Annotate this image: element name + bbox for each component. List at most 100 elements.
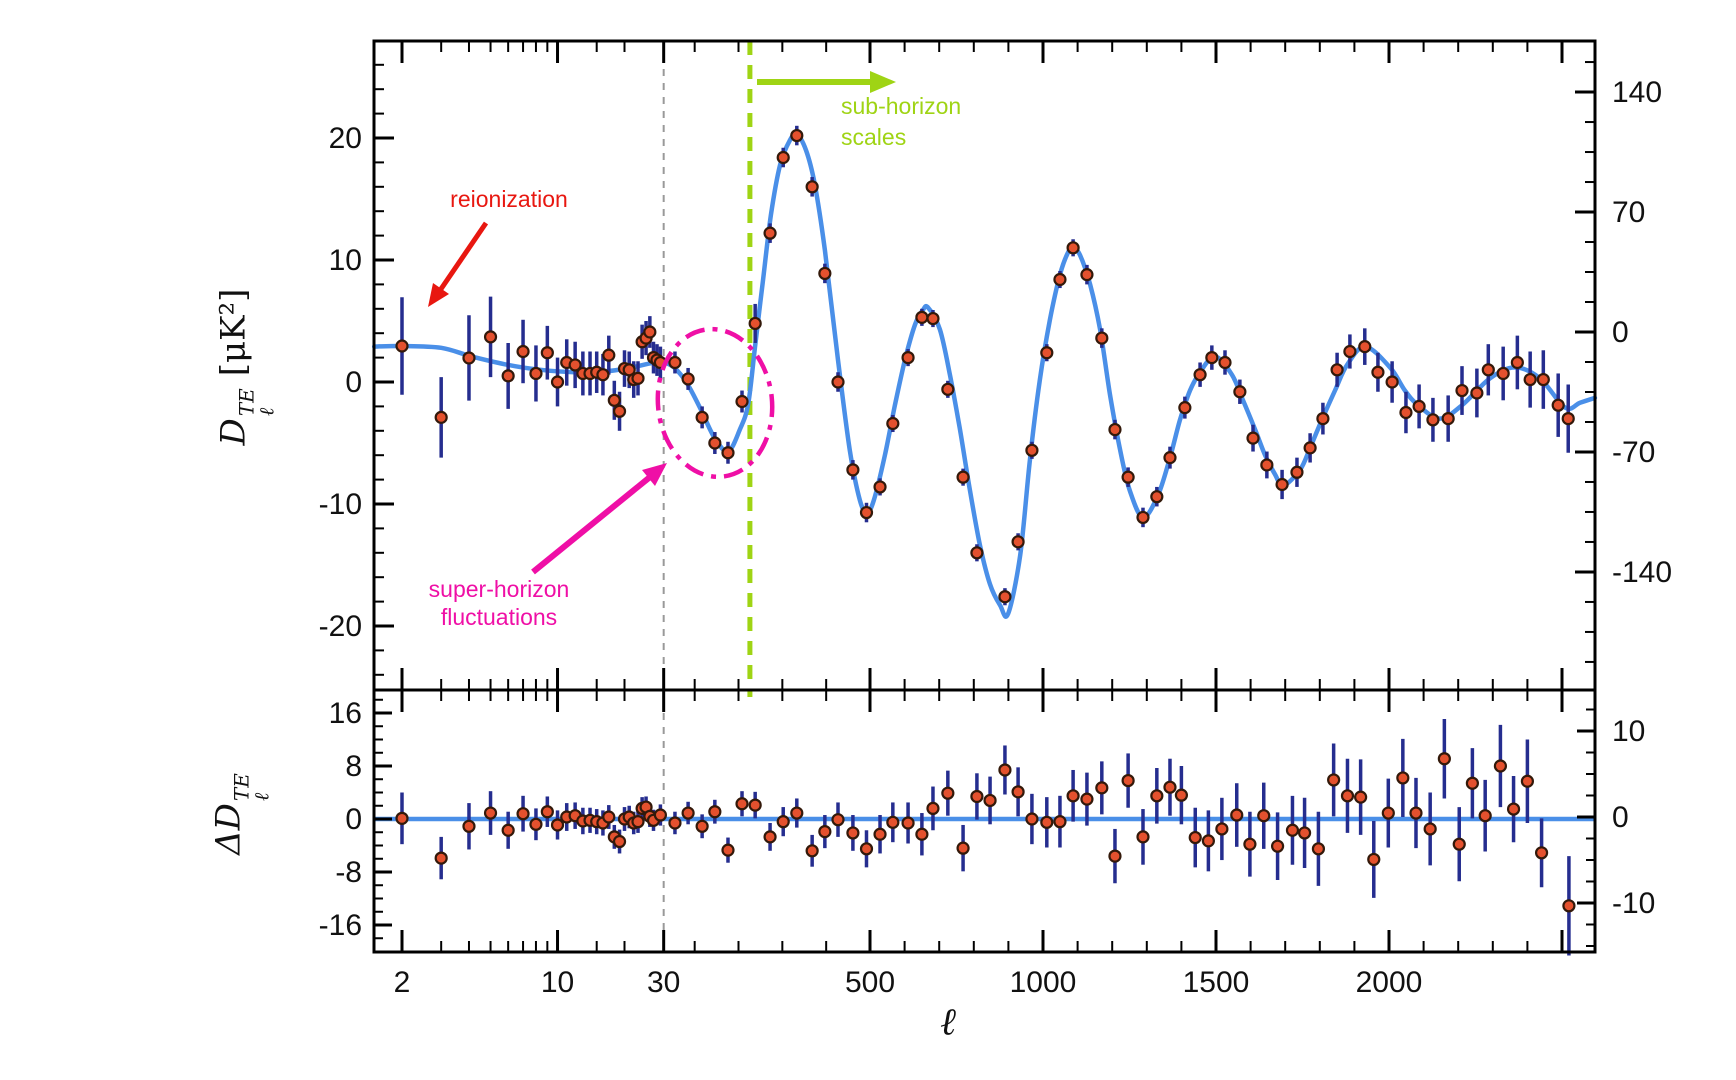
data-point — [1399, 405, 1413, 420]
data-point — [1121, 470, 1135, 484]
residual-right-axis-tick-label: 0 — [1612, 801, 1629, 834]
data-point — [1297, 826, 1312, 840]
residual-y-axis-label-base: ΔD — [208, 803, 249, 855]
data-point — [970, 546, 984, 560]
data-point — [1409, 806, 1423, 820]
data-point — [956, 841, 970, 855]
x-axis-tick-label: 500 — [845, 966, 895, 999]
data-point — [1412, 399, 1426, 413]
data-point — [1354, 790, 1368, 804]
data-point — [1441, 412, 1455, 426]
data-point — [529, 817, 543, 831]
data-point — [1178, 401, 1192, 415]
data-point — [1080, 792, 1094, 806]
data-point — [1385, 375, 1399, 389]
main-left-axis-tick-label: -20 — [319, 610, 362, 643]
data-point — [596, 368, 610, 382]
x-axis-tick-label: 10 — [541, 966, 574, 999]
data-point — [970, 789, 984, 804]
data-point — [631, 815, 645, 829]
data-point — [708, 805, 722, 819]
data-point — [735, 394, 749, 409]
data-point — [1108, 422, 1122, 437]
data-point — [1367, 852, 1381, 867]
reionization-arrow-head — [428, 283, 449, 307]
data-point — [1215, 822, 1229, 836]
annotation-graphics — [428, 71, 896, 575]
data-point — [805, 180, 819, 194]
data-point — [1136, 510, 1150, 525]
data-point — [501, 369, 515, 383]
data-point — [1520, 774, 1535, 788]
data-point — [1493, 759, 1508, 773]
data-point — [776, 150, 790, 165]
data-point — [998, 763, 1012, 777]
data-point — [1523, 372, 1537, 387]
data-point — [483, 330, 498, 344]
data-point — [1455, 383, 1469, 398]
data-point — [1205, 351, 1219, 365]
data-point — [859, 505, 874, 520]
data-point — [550, 375, 565, 389]
data-point — [681, 806, 695, 820]
data-point — [1481, 363, 1495, 377]
data-point — [1233, 385, 1247, 399]
data-point — [462, 819, 476, 833]
main-y-axis-label-unit: [μK²] — [213, 288, 254, 377]
data-point — [1174, 788, 1189, 802]
residual-left-axis-tick-label: -16 — [319, 909, 362, 942]
data-point — [886, 815, 900, 829]
data-point — [1275, 477, 1289, 492]
data-point — [1230, 808, 1244, 822]
data-point — [818, 266, 832, 281]
data-point — [1246, 431, 1260, 445]
super-horizon-ellipse — [655, 326, 775, 480]
data-point — [1066, 789, 1080, 803]
panel-frames — [372, 39, 1597, 954]
data-point — [1150, 789, 1164, 803]
data-point — [763, 226, 777, 240]
data-point — [434, 851, 448, 865]
sub-horizon-arrow-head — [870, 71, 896, 93]
data-point — [1358, 340, 1372, 354]
data-point — [790, 128, 804, 143]
data-point — [550, 818, 565, 832]
super-horizon-annotation: super-horizon fluctuations — [429, 575, 570, 631]
data-point — [831, 375, 845, 389]
data-point — [1150, 490, 1164, 504]
data-point — [1478, 809, 1492, 823]
data-point — [1316, 412, 1330, 426]
data-point — [602, 810, 616, 824]
data-point — [1426, 413, 1440, 427]
data-point — [983, 793, 997, 808]
data-point — [1303, 441, 1317, 455]
guide-lines — [662, 41, 753, 952]
data-point — [681, 372, 695, 386]
data-point — [1095, 331, 1109, 345]
sub-horizon-annotation-line1: sub-horizon — [841, 93, 962, 119]
data-point — [1270, 839, 1285, 853]
data-point — [612, 404, 627, 418]
sub-horizon-annotation: sub-horizon scales — [841, 91, 961, 153]
main-right-axis-tick-label: -140 — [1612, 556, 1672, 589]
theory-curve — [371, 131, 1598, 619]
main-left-axis-tick-label: 10 — [329, 244, 362, 277]
data-point — [1311, 842, 1326, 856]
data-point — [1188, 830, 1202, 845]
data-point — [1562, 899, 1576, 913]
data-point — [846, 826, 860, 840]
main-y-axis-label: D TE ℓ [μK²] — [213, 288, 279, 446]
data-point — [395, 339, 409, 353]
data-point — [886, 416, 900, 431]
x-axis-title-text: ℓ — [940, 999, 956, 1044]
residual-right-axis-tick-label: -10 — [1612, 887, 1655, 920]
data-point — [818, 824, 832, 839]
data-point — [1551, 398, 1565, 412]
residual-y-axis-label-sub: ℓ — [249, 792, 274, 802]
data-point — [1011, 785, 1025, 799]
residual-left-axis-tick-label: -8 — [335, 856, 362, 889]
data-point — [1257, 809, 1271, 823]
data-point — [1108, 849, 1122, 863]
data-point — [873, 827, 887, 841]
data-point — [776, 815, 790, 829]
